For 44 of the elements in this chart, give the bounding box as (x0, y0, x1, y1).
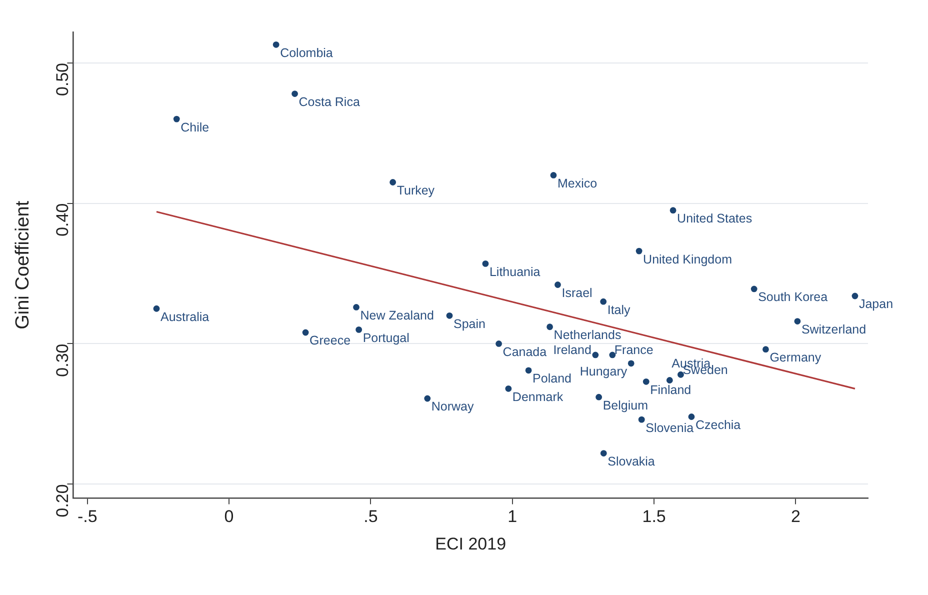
annotation: Denmark (512, 390, 564, 404)
annotation: United Kingdom (643, 252, 732, 266)
annotation: Czechia (695, 418, 741, 432)
y-tick-label: 0.40 (52, 203, 72, 236)
y-axis-title: Gini Coefficient (12, 200, 34, 330)
annotation: Lithuania (489, 264, 540, 279)
annotation: Colombia (280, 46, 333, 60)
annotation: Poland (532, 372, 572, 386)
annotation: Israel (562, 286, 592, 300)
annotation: Costa Rica (298, 94, 360, 109)
x-tick-label: 1 (508, 507, 518, 526)
annotation: Mexico (557, 176, 598, 190)
annotation: Portugal (362, 330, 410, 345)
x-tick-label: 0 (224, 507, 234, 526)
y-tick-label: 0.20 (52, 484, 72, 518)
annotation: Turkey (396, 183, 436, 198)
x-axis-title: ECI 2019 (435, 534, 506, 554)
annotation: Switzerland (801, 322, 866, 336)
x-tick-label: -.5 (77, 507, 98, 526)
annotation: Hungary (580, 364, 628, 379)
annotation: Norway (431, 400, 475, 414)
annotation: Chile (180, 120, 210, 134)
y-tick-label: 0.50 (52, 62, 72, 96)
y-tick-label: 0.30 (52, 344, 72, 377)
x-tick-label: .5 (364, 507, 378, 526)
annotation: New Zealand (360, 308, 434, 322)
annotation: Greece (310, 334, 351, 348)
x-tick-label: 2 (791, 507, 800, 526)
annotation: South Korea (758, 290, 828, 304)
annotation: France (614, 343, 654, 358)
annotation: Slovenia (646, 420, 694, 435)
annotation: United States (677, 212, 752, 226)
annotation: Spain (453, 316, 486, 331)
annotation: Ireland (553, 343, 592, 358)
annotation: Finland (650, 382, 692, 397)
annotation: Australia (160, 310, 210, 324)
annotation: Canada (502, 344, 547, 359)
annotation: Germany (770, 350, 822, 365)
annotation: Netherlands (554, 328, 622, 342)
annotation: Italy (607, 302, 632, 317)
annotation: Slovakia (608, 454, 655, 468)
x-tick-label: 1.5 (642, 507, 666, 526)
annotation: Japan (858, 297, 894, 312)
annotation: Belgium (602, 398, 648, 412)
